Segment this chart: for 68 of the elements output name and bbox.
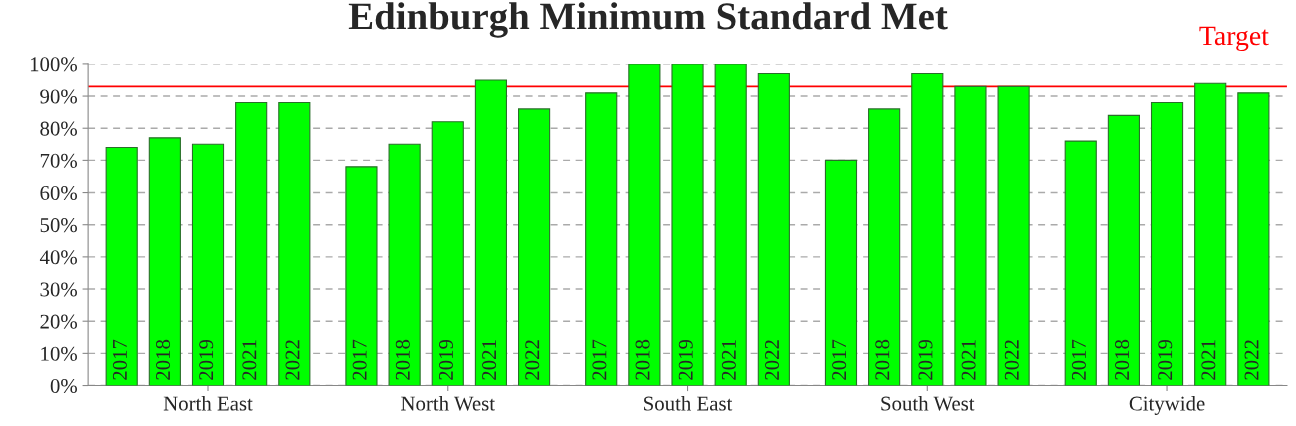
bar (191, 143, 225, 386)
bar (105, 146, 138, 386)
series-label: 2019 (199, 339, 214, 380)
text: 2018 (875, 339, 890, 380)
chart-title: Edinburgh Minimum Standard Met (348, 2, 948, 38)
bar (1064, 140, 1097, 386)
y-tick-label: 70% (40, 153, 77, 168)
bar (954, 85, 987, 386)
text: 2019 (438, 339, 453, 380)
y-tick-label: 40% (39, 250, 77, 265)
text: 2021 (1201, 340, 1216, 380)
y-tick-label: 30% (40, 282, 77, 297)
text: 2017 (832, 339, 847, 380)
bar (1237, 92, 1270, 386)
y-tick-label: 0% (50, 378, 77, 394)
bar (148, 137, 181, 386)
text: 2022 (1004, 340, 1019, 380)
bar (868, 108, 901, 386)
series-label: 2017 (112, 339, 127, 380)
text: 2019 (918, 339, 933, 380)
series-label: 2018 (156, 339, 171, 380)
x-tick-label: North West (401, 395, 495, 411)
text: 2021 (961, 340, 976, 380)
y-tick-label: 20% (40, 314, 77, 329)
x-tick-label: North East (163, 395, 253, 411)
x-tick-label: South West (881, 395, 975, 411)
bar (517, 108, 551, 386)
bar (474, 79, 508, 386)
y-tick-label: 100% (30, 57, 77, 72)
bar (235, 101, 268, 386)
text: 2022 (525, 340, 540, 380)
bar (431, 121, 464, 386)
bar (757, 72, 790, 386)
text: 2022 (765, 340, 780, 380)
bar (671, 63, 704, 386)
text: 2019 (1158, 339, 1173, 380)
x-tick-label: South East (644, 395, 733, 411)
text: 2021 (721, 340, 736, 380)
bar (1107, 114, 1140, 386)
bar (585, 92, 618, 386)
bar (714, 63, 747, 386)
text: 2017 (1071, 339, 1086, 380)
ref-line-label: Target (1199, 26, 1269, 52)
text: 2019 (678, 339, 693, 380)
bar (997, 85, 1030, 386)
bar (1194, 82, 1227, 386)
text: 2017 (352, 339, 367, 380)
text: 2021 (482, 340, 497, 380)
series-label: 2021 (242, 340, 257, 380)
bar (278, 101, 311, 386)
bar (1150, 101, 1184, 386)
y-tick-label: 60% (40, 185, 77, 201)
text: 2018 (635, 339, 650, 380)
text: 2022 (1244, 340, 1259, 380)
y-tick-label: 10% (41, 346, 77, 361)
series-label: 2022 (285, 340, 300, 380)
text: 2018 (1115, 339, 1130, 380)
y-tick-label: 80% (40, 121, 77, 136)
bar (911, 72, 944, 386)
y-tick-label: 90% (40, 89, 77, 104)
bar (345, 166, 378, 386)
bar (824, 159, 858, 386)
bar (628, 63, 661, 386)
bar (388, 143, 421, 386)
text: 2018 (395, 339, 410, 380)
y-tick-label: 50% (40, 218, 77, 233)
text: 2017 (592, 339, 607, 380)
x-tick-label: Citywide (1129, 395, 1205, 415)
